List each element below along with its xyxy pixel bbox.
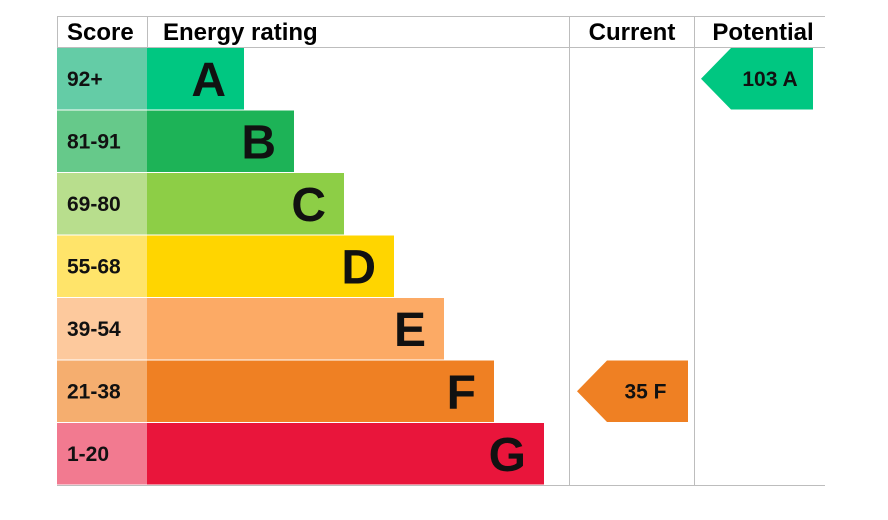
header-energy-rating: Energy rating [163,19,318,46]
score-range-c: 69-80 [67,193,121,216]
score-cell-f [57,360,147,422]
current-rating-arrow [577,360,688,422]
rating-bar-a [147,48,244,110]
rating-bar-g [147,423,544,485]
grid-lines [57,16,825,486]
score-cell-a [57,48,147,110]
rating-bands: 92+ A 81-91 B 69-80 C 55-68 D 39-54 E 21-38 F 1-20 G [57,48,544,485]
score-range-d: 55-68 [67,255,121,278]
header-current: Current [589,19,676,46]
rating-bar-c [147,173,344,235]
score-cell-b [57,110,147,172]
current-rating-label: 35 F [624,380,666,403]
rating-letter-f: F [447,366,476,419]
rating-letter-c: C [291,179,326,232]
score-cell-g [57,423,147,485]
rating-bar-f [147,360,494,422]
rating-letter-g: G [489,429,526,482]
rating-bar-e [147,298,444,360]
header-potential: Potential [712,19,813,46]
rating-letter-a: A [191,54,226,107]
potential-rating-label: 103 A [742,68,797,91]
score-range-b: 81-91 [67,130,121,153]
rating-letter-d: D [341,241,376,294]
score-range-e: 39-54 [67,318,121,341]
rating-letter-b: B [241,116,276,169]
header-score: Score [67,19,134,46]
score-cell-c [57,173,147,235]
potential-rating-arrow [701,48,813,110]
rating-letter-e: E [394,304,426,357]
score-range-g: 1-20 [67,443,109,466]
rating-bar-b [147,110,294,172]
score-range-f: 21-38 [67,380,121,403]
score-range-a: 92+ [67,68,103,91]
rating-bar-d [147,235,394,297]
score-cell-e [57,298,147,360]
score-cell-d [57,235,147,297]
rating-markers: 35 F 103 A [577,48,813,422]
